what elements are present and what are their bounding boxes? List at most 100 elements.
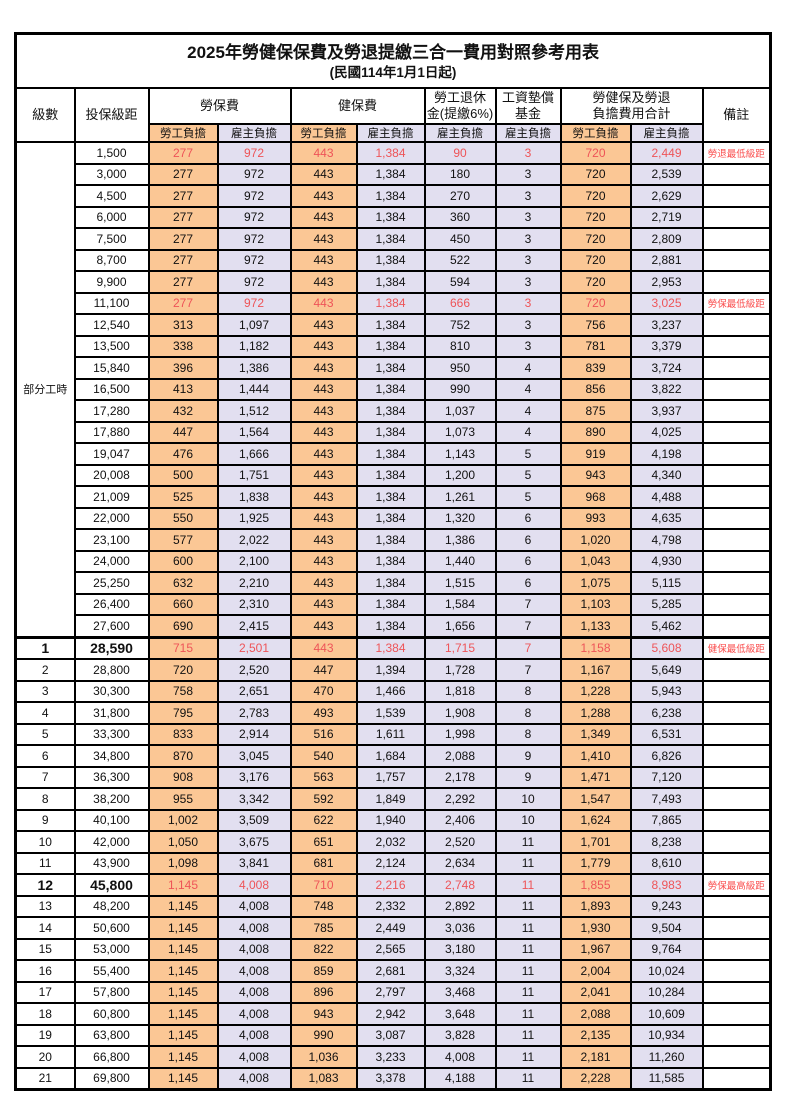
value-cell: 500 — [147, 463, 219, 487]
value-cell: 752 — [423, 313, 497, 337]
value-cell: 2,881 — [629, 248, 704, 272]
value-cell: 955 — [147, 787, 219, 811]
value-cell: 1,728 — [423, 658, 497, 682]
col-header-wage-fund: 工資墊償 基金 — [494, 87, 562, 125]
value-cell: 522 — [423, 248, 497, 272]
value-cell: 10,024 — [629, 959, 704, 983]
value-cell: 1,849 — [355, 787, 426, 811]
value-cell: 1,145 — [147, 873, 219, 897]
value-cell: 1,145 — [147, 1002, 219, 1026]
note-cell — [701, 506, 772, 530]
value-cell: 7 — [494, 614, 562, 638]
value-cell: 5,943 — [629, 679, 704, 703]
col-header-pension: 勞工退休 金(提繳6%) — [423, 87, 497, 125]
bracket-cell: 17,880 — [73, 420, 150, 444]
subheader-wage-fund-employer: 雇主負擔 — [494, 123, 562, 143]
value-cell: 681 — [289, 851, 358, 875]
col-header-note: 備註 — [701, 87, 772, 143]
value-cell: 720 — [559, 205, 632, 229]
value-cell: 443 — [289, 571, 358, 595]
value-cell: 1,145 — [147, 959, 219, 983]
value-cell: 651 — [289, 830, 358, 854]
value-cell: 720 — [559, 248, 632, 272]
value-cell: 1,384 — [355, 313, 426, 337]
value-cell: 1,097 — [216, 313, 292, 337]
value-cell: 1,564 — [216, 420, 292, 444]
value-cell: 859 — [289, 959, 358, 983]
note-cell — [701, 1002, 772, 1026]
value-cell: 1,384 — [355, 635, 426, 660]
value-cell: 2,449 — [629, 141, 704, 165]
value-cell: 1,666 — [216, 442, 292, 466]
table-row: 3 30,300 758 2,651 470 1,466 1,818 8 1,228 5,943 — [14, 679, 772, 703]
value-cell: 896 — [289, 980, 358, 1004]
value-cell: 10 — [494, 808, 562, 832]
table-row: 9,900 277 972 443 1,384 594 3 720 2,953 — [16, 270, 772, 294]
value-cell: 443 — [289, 485, 358, 509]
note-cell — [701, 270, 772, 294]
value-cell: 1,073 — [423, 420, 497, 444]
value-cell: 710 — [289, 873, 358, 897]
value-cell: 11 — [494, 830, 562, 854]
bracket-cell: 48,200 — [73, 894, 150, 918]
note-cell — [701, 334, 772, 358]
value-cell: 4,635 — [629, 506, 704, 530]
reference-table-sheet: 2025年勞健保保費及勞退提繳三合一費用對照參考用表 (民國114年1月1日起)… — [14, 32, 773, 1091]
value-cell: 990 — [289, 1023, 358, 1047]
value-cell: 2,449 — [355, 916, 426, 940]
value-cell: 1,893 — [559, 894, 632, 918]
value-cell: 1,320 — [423, 506, 497, 530]
value-cell: 1,145 — [147, 1045, 219, 1069]
value-cell: 1,384 — [355, 356, 426, 380]
value-cell: 1,145 — [147, 980, 219, 1004]
wage-fund-line2: 基金 — [514, 106, 541, 121]
value-cell: 1,410 — [559, 744, 632, 768]
value-cell: 1,384 — [355, 485, 426, 509]
value-cell: 1,384 — [355, 184, 426, 208]
col-header-bracket: 投保級距 — [73, 87, 150, 143]
value-cell: 8,238 — [629, 830, 704, 854]
value-cell: 277 — [147, 270, 219, 294]
value-cell: 1,384 — [355, 571, 426, 595]
value-cell: 9,764 — [629, 937, 704, 961]
value-cell: 1,855 — [559, 873, 632, 897]
value-cell: 6 — [494, 506, 562, 530]
value-cell: 748 — [289, 894, 358, 918]
level-cell: 8 — [14, 787, 76, 811]
value-cell: 2,783 — [216, 701, 292, 725]
value-cell: 577 — [147, 528, 219, 552]
value-cell: 443 — [289, 313, 358, 337]
value-cell: 1,384 — [355, 614, 426, 638]
bracket-cell: 36,300 — [73, 765, 150, 789]
value-cell: 3,724 — [629, 356, 704, 380]
value-cell: 1,967 — [559, 937, 632, 961]
note-cell — [701, 980, 772, 1004]
level-cell: 6 — [14, 744, 76, 768]
value-cell: 1,940 — [355, 808, 426, 832]
value-cell: 1,384 — [355, 463, 426, 487]
value-cell: 943 — [289, 1002, 358, 1026]
value-cell: 4,008 — [216, 1002, 292, 1026]
value-cell: 3,025 — [629, 291, 704, 315]
bracket-cell: 9,900 — [73, 270, 150, 294]
value-cell: 5,649 — [629, 658, 704, 682]
value-cell: 443 — [289, 528, 358, 552]
value-cell: 822 — [289, 937, 358, 961]
value-cell: 443 — [289, 184, 358, 208]
bracket-cell: 12,540 — [73, 313, 150, 337]
value-cell: 443 — [289, 248, 358, 272]
value-cell: 4,008 — [216, 937, 292, 961]
value-cell: 277 — [147, 205, 219, 229]
value-cell: 7 — [494, 592, 562, 616]
value-cell: 594 — [423, 270, 497, 294]
value-cell: 4,798 — [629, 528, 704, 552]
value-cell: 4,188 — [423, 1066, 497, 1091]
page-subtitle: (民國114年1月1日起) — [329, 65, 457, 81]
value-cell: 1,757 — [355, 765, 426, 789]
note-cell — [701, 528, 772, 552]
bracket-cell: 20,008 — [73, 463, 150, 487]
bracket-cell: 26,400 — [73, 592, 150, 616]
value-cell: 8 — [494, 722, 562, 746]
value-cell: 277 — [147, 248, 219, 272]
level-cell: 13 — [14, 894, 76, 918]
